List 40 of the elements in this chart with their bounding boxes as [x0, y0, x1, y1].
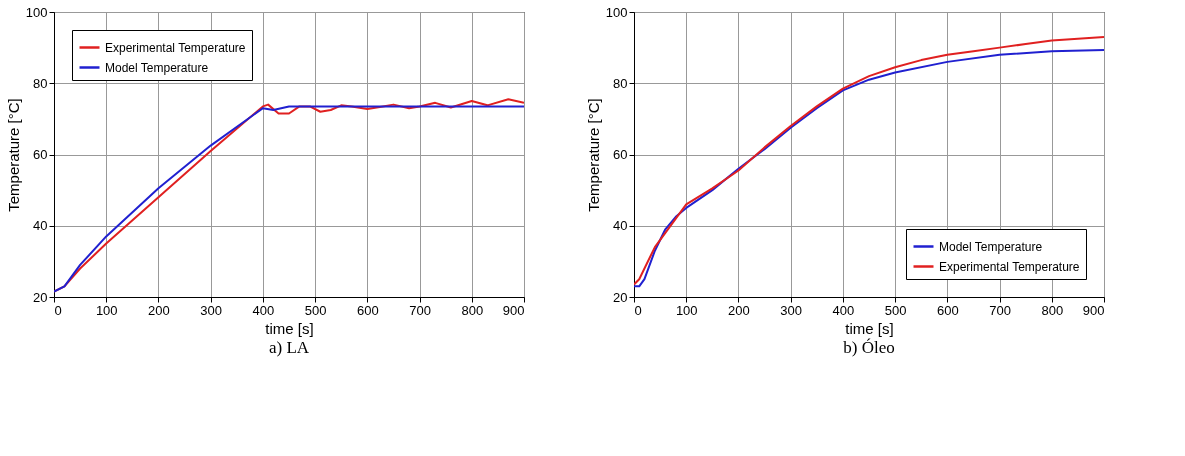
- x-tick-label: 300: [780, 302, 803, 318]
- x-tick-label: 600: [936, 302, 959, 318]
- legend-label: Model Temperature: [105, 60, 209, 75]
- y-tick-label: 60: [33, 147, 48, 162]
- x-axis-title: time [s]: [265, 319, 314, 337]
- x-tick-label: 500: [884, 302, 907, 318]
- y-tick-label: 40: [33, 218, 48, 234]
- y-tick-label: 20: [613, 289, 628, 305]
- text: b) Óleo: [843, 338, 895, 357]
- y-tick-label: 80: [613, 75, 628, 91]
- y-tick-label: 100: [605, 4, 628, 20]
- legend-label: Experimental Temperature: [939, 259, 1080, 274]
- x-tick-label: 100: [95, 302, 118, 318]
- x-tick-label: 400: [832, 302, 855, 318]
- x-tick-label: 900: [1082, 302, 1105, 318]
- x-tick-label: 300: [200, 302, 223, 318]
- x-tick-label: 600: [356, 302, 379, 318]
- x-axis-title: time [s]: [845, 319, 894, 337]
- x-tick-label: 700: [989, 302, 1011, 318]
- x-tick-label: 100: [675, 302, 698, 318]
- legend-label: Experimental Temperature: [105, 40, 246, 55]
- x-tick-label: 400: [252, 302, 275, 318]
- x-tick-label: 200: [728, 302, 750, 318]
- x-tick-label: 500: [304, 302, 327, 318]
- x-tick-label: 200: [148, 302, 170, 318]
- x-tick-label: 800: [1041, 302, 1064, 318]
- x-tick-label: 700: [409, 302, 431, 318]
- x-tick-label: 900: [502, 302, 525, 318]
- text: a) LA: [268, 338, 310, 357]
- x-tick-label: 0: [634, 302, 642, 318]
- legend-label: Model Temperature: [939, 239, 1043, 254]
- y-tick-label: 80: [33, 75, 48, 91]
- x-tick-label: 0: [54, 302, 62, 318]
- y-tick-label: 20: [33, 289, 48, 305]
- y-tick-label: 60: [613, 147, 628, 162]
- y-tick-label: 100: [25, 4, 48, 20]
- y-axis-title: Temperature [°C]: [4, 98, 22, 212]
- y-tick-label: 40: [613, 218, 628, 234]
- x-tick-label: 800: [461, 302, 484, 318]
- y-axis-title: Temperature [°C]: [584, 98, 602, 212]
